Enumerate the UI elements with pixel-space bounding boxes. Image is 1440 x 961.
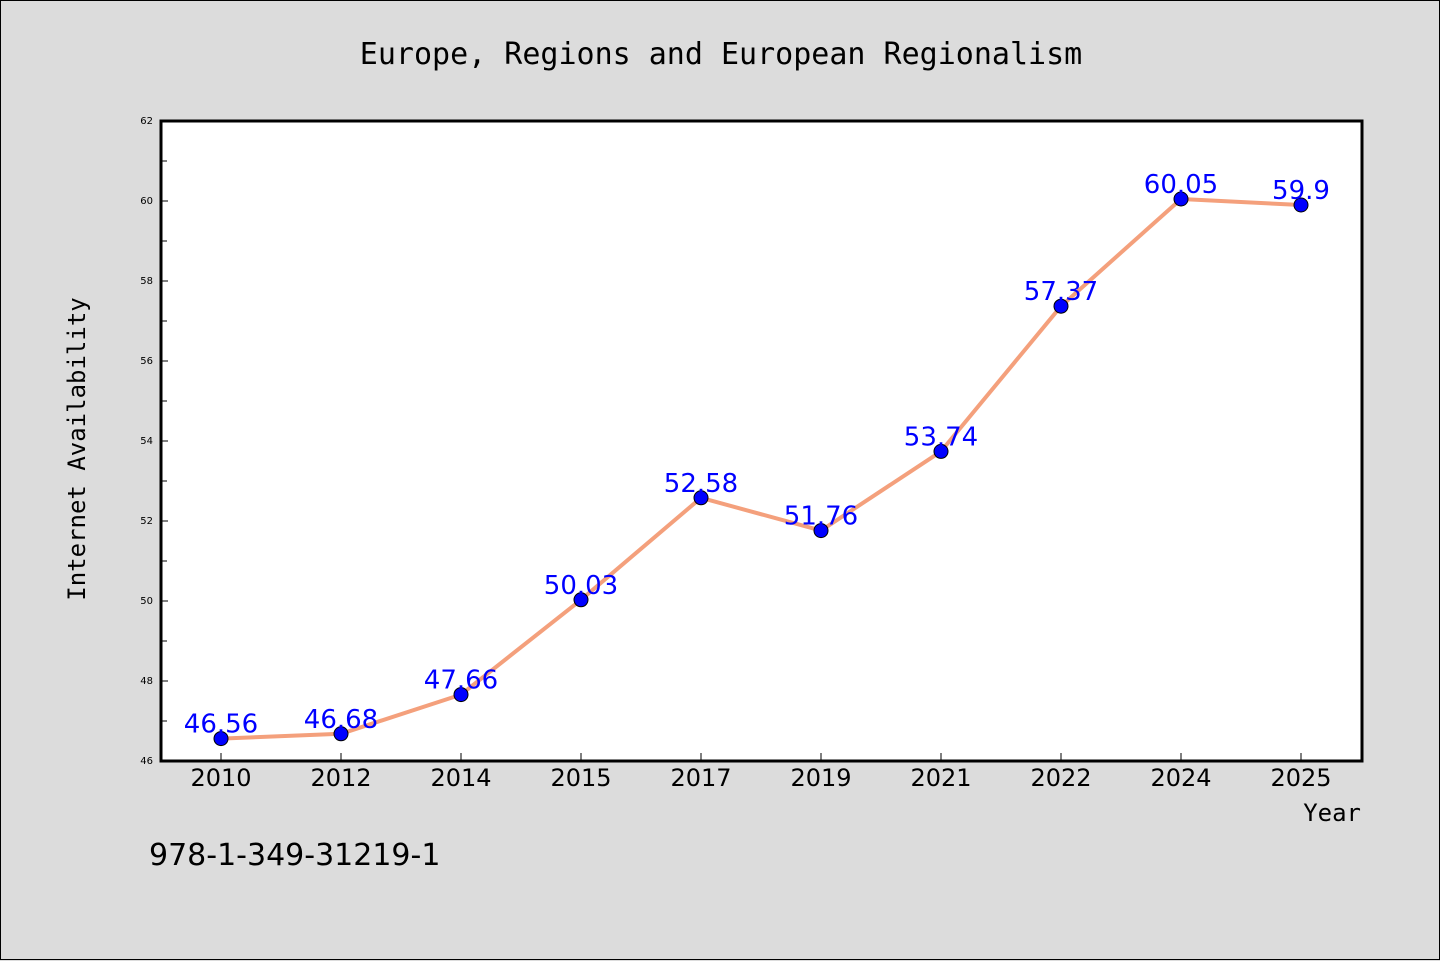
x-tick-label: 2019 bbox=[790, 764, 851, 792]
plot-area bbox=[159, 119, 1364, 763]
y-tick-label: 62 bbox=[140, 116, 153, 127]
data-point bbox=[333, 726, 349, 742]
data-label: 59.9 bbox=[1272, 176, 1330, 206]
data-point bbox=[813, 523, 829, 539]
data-label: 60.05 bbox=[1144, 170, 1218, 200]
x-tick-label: 2014 bbox=[430, 764, 491, 792]
y-tick-label: 46 bbox=[140, 756, 153, 767]
y-tick-label: 54 bbox=[140, 436, 153, 447]
series-layer: 46.56 46.68 47.66 50.03 52.58 51.76 53.74 57.37… bbox=[184, 170, 1330, 747]
x-tick-label: 2021 bbox=[910, 764, 971, 792]
y-axis-ticks: 46 48 50 52 54 56 58 60 62 bbox=[140, 116, 168, 767]
data-label: 46.56 bbox=[184, 710, 258, 740]
series-line bbox=[220, 197, 1302, 741]
x-tick-label: 2025 bbox=[1270, 764, 1331, 792]
y-tick-label: 48 bbox=[140, 676, 153, 687]
data-label: 51.76 bbox=[784, 502, 858, 532]
x-tick-label: 2024 bbox=[1150, 764, 1211, 792]
data-label: 46.68 bbox=[304, 705, 378, 735]
x-tick-label: 2017 bbox=[670, 764, 731, 792]
x-axis-label: Year bbox=[1303, 799, 1361, 827]
data-label: 53.74 bbox=[904, 422, 978, 452]
data-label: 57.37 bbox=[1024, 277, 1098, 307]
x-axis-ticks: 2010 2012 2014 2015 2017 2019 2021 2022 2024 2025 bbox=[190, 753, 1332, 792]
chart-title: Europe, Regions and European Regionalism bbox=[360, 37, 1082, 72]
y-tick-label: 60 bbox=[140, 196, 153, 207]
y-tick-label: 58 bbox=[140, 276, 153, 287]
data-point bbox=[453, 687, 469, 703]
data-point bbox=[1293, 197, 1309, 213]
x-tick-label: 2022 bbox=[1030, 764, 1091, 792]
data-point bbox=[933, 443, 949, 459]
data-label: 47.66 bbox=[424, 666, 498, 696]
data-label: 50.03 bbox=[544, 571, 618, 601]
y-tick-label: 56 bbox=[140, 356, 153, 367]
x-tick-label: 2010 bbox=[190, 764, 251, 792]
y-tick-label: 52 bbox=[140, 516, 153, 527]
data-point bbox=[693, 490, 709, 506]
x-tick-label: 2012 bbox=[310, 764, 371, 792]
data-point bbox=[213, 731, 229, 747]
data-point bbox=[1173, 191, 1189, 207]
y-tick-label: 50 bbox=[140, 596, 153, 607]
x-tick-label: 2015 bbox=[550, 764, 611, 792]
data-point bbox=[573, 592, 589, 608]
footer-code: 978-1-349-31219-1 bbox=[149, 838, 440, 873]
data-label: 52.58 bbox=[664, 469, 738, 499]
y-axis-label: Internet Availability bbox=[63, 297, 91, 600]
data-point bbox=[1053, 298, 1069, 314]
